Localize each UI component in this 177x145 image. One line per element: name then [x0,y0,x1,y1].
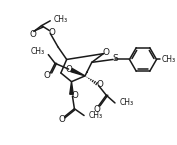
Polygon shape [71,68,85,76]
Text: O: O [44,71,51,80]
Text: CH₃: CH₃ [54,15,68,24]
Text: O: O [49,28,56,37]
Text: O: O [96,80,103,89]
Text: CH₃: CH₃ [120,98,134,107]
Text: O: O [29,30,36,39]
Text: S: S [112,54,118,63]
Polygon shape [70,82,73,94]
Text: O: O [93,105,100,114]
Text: CH₃: CH₃ [161,55,175,64]
Text: CH₃: CH₃ [30,47,44,56]
Text: O: O [72,91,79,100]
Text: O: O [58,115,65,124]
Text: O: O [65,65,72,74]
Text: CH₃: CH₃ [89,111,103,120]
Text: O: O [103,48,110,57]
Text: ·: · [85,66,89,80]
